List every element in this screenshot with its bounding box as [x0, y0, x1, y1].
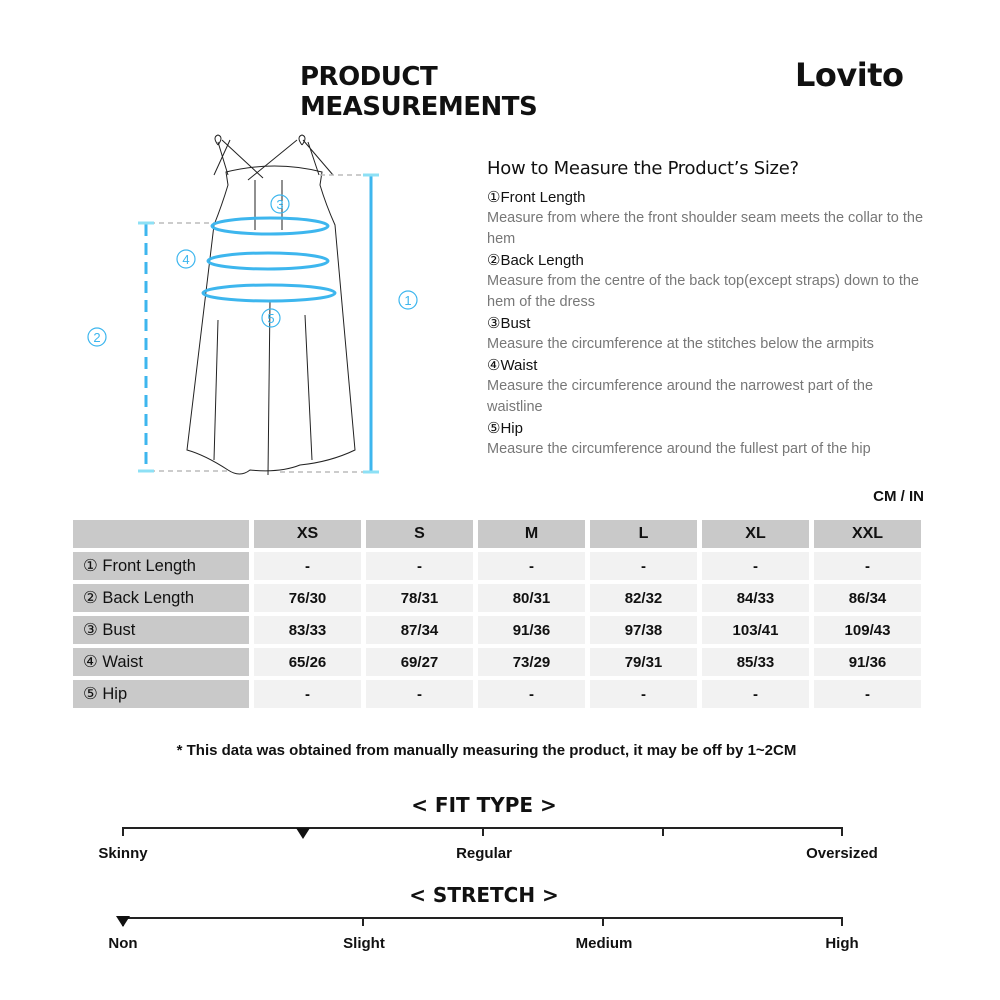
unit-label: CM / IN [873, 488, 924, 505]
table-cell: 85/33 [702, 648, 809, 676]
table-cell: 109/43 [814, 616, 921, 644]
header-blank [73, 520, 249, 548]
table-cell: - [478, 680, 585, 708]
fit-label: Skinny [98, 845, 148, 862]
size-header: XS [254, 520, 361, 548]
measure-item: ②Back Length Measure from the centre of t… [487, 252, 919, 310]
table-cell: 78/31 [366, 584, 473, 612]
measurement-note: * This data was obtained from manually m… [176, 742, 797, 759]
table-cell: - [702, 680, 809, 708]
size-header: XL [702, 520, 809, 548]
table-cell: - [814, 552, 921, 580]
row-label: ④ Waist [73, 648, 249, 676]
table-cell: 69/27 [366, 648, 473, 676]
fit-marker [296, 828, 310, 839]
row-label: ② Back Length [73, 584, 249, 612]
table-row: ⑤ Hip - - - - - - [73, 680, 921, 708]
table-cell: 65/26 [254, 648, 361, 676]
stretch-label: Non [108, 935, 138, 952]
table-cell: 86/34 [814, 584, 921, 612]
table-cell: 79/31 [590, 648, 697, 676]
stretch-marker [116, 916, 130, 927]
table-cell: 84/33 [702, 584, 809, 612]
table-cell: - [366, 680, 473, 708]
size-header: M [478, 520, 585, 548]
fit-label: Regular [456, 845, 512, 862]
measure-item: ④Waist Measure the circumference around t… [487, 357, 874, 415]
table-cell: 82/32 [590, 584, 697, 612]
table-cell: - [478, 552, 585, 580]
size-header: L [590, 520, 697, 548]
page-title: PRODUCT MEASUREMENTS [300, 62, 538, 122]
dress-outline [213, 139, 334, 181]
table-row: ④ Waist 65/26 69/27 73/29 79/31 85/33 91/36 [73, 648, 921, 676]
table-cell: 83/33 [254, 616, 361, 644]
stretch-title: < STRETCH > [409, 883, 559, 907]
label-3: 3 [276, 197, 283, 212]
table-cell: - [590, 552, 697, 580]
fit-type-title: < FIT TYPE > [411, 793, 557, 817]
brand-logo: Lovito [795, 56, 904, 94]
waist-ellipse [206, 251, 330, 271]
table-row: ① Front Length - - - - - - [73, 552, 921, 580]
fit-label: Oversized [806, 845, 878, 862]
table-cell: - [702, 552, 809, 580]
stretch-label: Medium [575, 935, 633, 952]
size-table: XS S M L XL XXL ① Front Length - - - - - - ② Back Len… [68, 516, 926, 712]
label-2: 2 [93, 330, 100, 345]
table-cell: - [590, 680, 697, 708]
table-cell: 91/36 [478, 616, 585, 644]
table-row: ③ Bust 83/33 87/34 91/36 97/38 103/41 109/43 [73, 616, 921, 644]
table-cell: 76/30 [254, 584, 361, 612]
dress-diagram: 1 2 3 4 5 [87, 134, 418, 476]
how-to-measure: How to Measure the Product’s Size? ①Fron… [487, 158, 927, 460]
size-header: XXL [814, 520, 921, 548]
hip-ellipse [201, 283, 337, 303]
table-row: ② Back Length 76/30 78/31 80/31 82/32 84/33 86… [73, 584, 921, 612]
table-cell: - [366, 552, 473, 580]
table-cell: 97/38 [590, 616, 697, 644]
table-cell: 103/41 [702, 616, 809, 644]
row-label: ① Front Length [73, 552, 249, 580]
measure-item: ①Front Length Measure from where the fron… [487, 189, 924, 247]
table-cell: - [254, 680, 361, 708]
stretch-label: High [825, 935, 859, 952]
table-cell: 91/36 [814, 648, 921, 676]
table-cell: - [814, 680, 921, 708]
stretch-label: Slight [343, 935, 385, 952]
size-header-row: XS S M L XL XXL [73, 520, 921, 548]
measure-item: ③Bust Measure the circumference at the st… [487, 315, 874, 352]
measure-item: ⑤Hip Measure the circumference around the… [487, 420, 871, 457]
bust-ellipse [210, 216, 330, 236]
row-label: ③ Bust [73, 616, 249, 644]
howto-heading: How to Measure the Product’s Size? [487, 158, 799, 179]
table-cell: 73/29 [478, 648, 585, 676]
table-cell: 80/31 [478, 584, 585, 612]
table-cell: - [254, 552, 361, 580]
label-4: 4 [182, 252, 189, 267]
row-label: ⑤ Hip [73, 680, 249, 708]
label-1: 1 [404, 293, 411, 308]
table-cell: 87/34 [366, 616, 473, 644]
label-5: 5 [267, 311, 274, 326]
size-header: S [366, 520, 473, 548]
